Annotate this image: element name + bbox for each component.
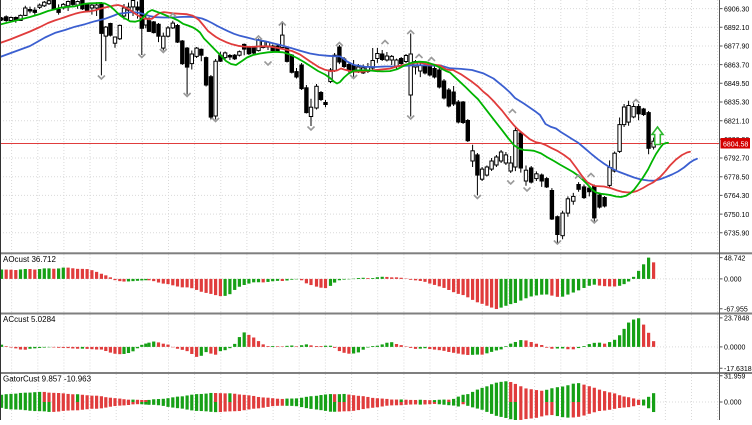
svg-text:0.000: 0.000 bbox=[724, 277, 742, 284]
svg-text:6849.50: 6849.50 bbox=[724, 81, 749, 88]
svg-text:6764.30: 6764.30 bbox=[724, 193, 749, 200]
svg-text:GatorCust 9.857 -10.963: GatorCust 9.857 -10.963 bbox=[3, 375, 92, 384]
svg-text:6821.10: 6821.10 bbox=[724, 118, 749, 125]
svg-text:6835.30: 6835.30 bbox=[724, 100, 749, 107]
svg-text:23.7848: 23.7848 bbox=[724, 316, 749, 323]
svg-text:-17.6318: -17.6318 bbox=[724, 366, 752, 373]
svg-text:-67.955: -67.955 bbox=[724, 306, 748, 313]
svg-text:6892.10: 6892.10 bbox=[724, 25, 749, 32]
svg-text:ACcust 5.0284: ACcust 5.0284 bbox=[3, 315, 56, 324]
svg-text:31.959: 31.959 bbox=[724, 374, 746, 381]
svg-text:48.742: 48.742 bbox=[724, 255, 746, 262]
svg-text:6735.90: 6735.90 bbox=[724, 231, 749, 238]
svg-text:6778.50: 6778.50 bbox=[724, 174, 749, 181]
svg-text:6804.58: 6804.58 bbox=[723, 141, 748, 148]
svg-text:0.0000: 0.0000 bbox=[724, 345, 746, 352]
svg-text:6750.10: 6750.10 bbox=[724, 212, 749, 219]
svg-text:6863.70: 6863.70 bbox=[724, 62, 749, 69]
svg-text:6906.30: 6906.30 bbox=[724, 6, 749, 13]
svg-text:6792.70: 6792.70 bbox=[724, 156, 749, 163]
svg-text:AOcust 36.712: AOcust 36.712 bbox=[3, 255, 56, 264]
svg-text:0.000: 0.000 bbox=[724, 400, 742, 407]
svg-text:6877.90: 6877.90 bbox=[724, 44, 749, 51]
